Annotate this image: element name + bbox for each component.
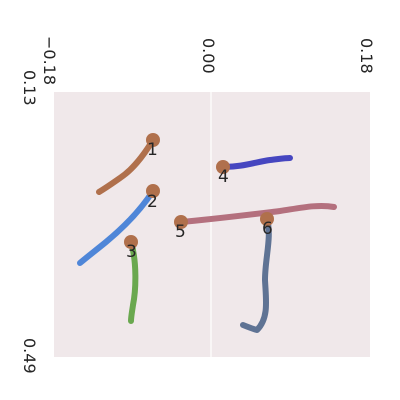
stroke-4-path: [220, 155, 293, 170]
stroke-3-path: [128, 239, 139, 324]
stroke-5-start-marker: [174, 215, 188, 229]
stroke-3-number: 3: [126, 242, 137, 262]
stroke-6-start-marker: [260, 212, 274, 226]
stroke-6-number: 6: [262, 219, 273, 239]
plot-background: [54, 92, 370, 357]
x-tick-label: 0.18: [357, 38, 376, 74]
x-tick-label: −0.18: [40, 36, 59, 85]
stroke-4-start-marker: [216, 160, 230, 174]
stroke-2-start-marker: [146, 184, 160, 198]
stroke-1-path: [96, 137, 156, 195]
stroke-2-number: 2: [147, 192, 158, 212]
stroke-1-number: 1: [147, 140, 158, 160]
stroke-3-start-marker: [124, 235, 138, 249]
y-tick-label: 0.49: [20, 338, 39, 374]
y-tick-label: 0.13: [20, 70, 39, 106]
stroke-4-number: 4: [218, 167, 229, 187]
x-tick-label: 0.00: [199, 38, 218, 74]
stroke-5-number: 5: [175, 222, 186, 242]
stroke-6-path: [240, 216, 272, 333]
stroke-5-path: [178, 202, 337, 225]
stroke-2-path: [77, 188, 156, 266]
stroke-1-start-marker: [146, 133, 160, 147]
